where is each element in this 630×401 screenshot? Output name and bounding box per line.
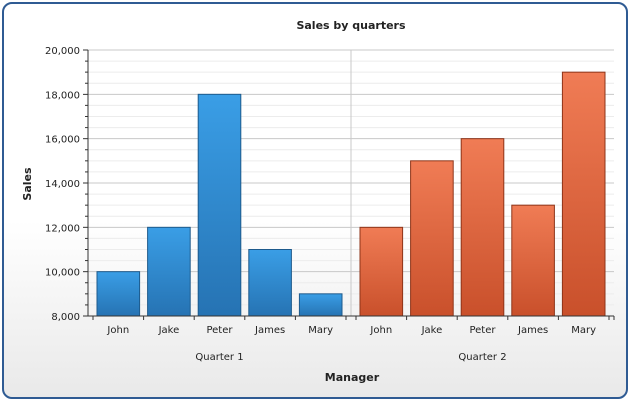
y-axis-title: Sales	[21, 167, 34, 201]
category-label: John	[369, 325, 392, 336]
category-label: John	[106, 325, 129, 336]
x-axis-title: Manager	[325, 371, 380, 384]
category-label: Mary	[571, 325, 596, 336]
y-tick-label: 10,000	[45, 268, 80, 279]
bar-quarter-2-jake[interactable]	[410, 160, 454, 317]
bar-quarter-1-mary[interactable]	[298, 293, 343, 317]
category-label: James	[254, 325, 285, 336]
y-tick-label: 18,000	[45, 90, 80, 101]
axes	[83, 49, 615, 320]
bar-quarter-2-mary[interactable]	[561, 71, 606, 317]
y-tick-label: 16,000	[45, 135, 80, 146]
category-label: James	[517, 325, 548, 336]
category-label: Peter	[206, 325, 233, 336]
category-label: Jake	[421, 325, 443, 336]
category-label: Peter	[469, 325, 496, 336]
y-tick-label: 14,000	[45, 179, 80, 190]
labels: John Jake Peter James Mary Quarter 1 John Jake P…	[45, 46, 596, 363]
bar-quarter-1-john[interactable]	[96, 271, 141, 317]
y-tick-label: 8,000	[51, 312, 80, 323]
bar-quarter-1-peter[interactable]	[197, 93, 242, 317]
bar-quarter-1-james[interactable]	[248, 249, 292, 317]
bar-chart: John Jake Peter James Mary Quarter 1 John Jake P…	[21, 19, 615, 384]
bar-quarter-1-jake[interactable]	[147, 226, 191, 317]
bar-quarter-2-james[interactable]	[511, 204, 555, 317]
bar-quarter-2-peter[interactable]	[460, 138, 505, 317]
category-label: Jake	[158, 325, 180, 336]
bar-quarter-2-john[interactable]	[359, 226, 404, 317]
group-label: Quarter 2	[458, 352, 506, 363]
y-tick-label: 12,000	[45, 223, 80, 234]
y-tick-label: 20,000	[45, 46, 80, 57]
chart-title: Sales by quarters	[296, 19, 406, 32]
group-label: Quarter 1	[195, 352, 243, 363]
category-label: Mary	[308, 325, 333, 336]
